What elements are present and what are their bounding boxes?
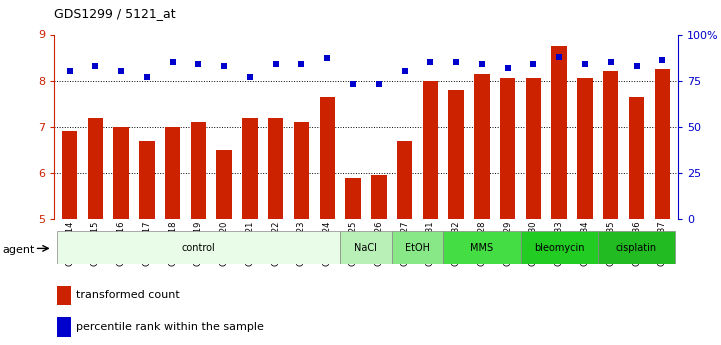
Point [296, 61, 307, 67]
Point [193, 61, 204, 67]
Text: agent: agent [2, 245, 35, 255]
Point [502, 65, 513, 70]
Bar [443, 231, 521, 264]
Text: EtOH: EtOH [405, 243, 430, 253]
Bar [340, 231, 392, 264]
Bar [113, 127, 129, 219]
Point [322, 56, 333, 61]
Point [348, 81, 359, 87]
Bar [448, 90, 464, 219]
Point [476, 61, 487, 67]
Bar [552, 46, 567, 219]
Bar [598, 231, 675, 264]
Point [141, 74, 153, 80]
Bar [397, 141, 412, 219]
Bar [165, 127, 180, 219]
Bar [268, 118, 283, 219]
Point [425, 59, 436, 65]
Text: NaCl: NaCl [355, 243, 377, 253]
Bar [242, 118, 257, 219]
Point [657, 58, 668, 63]
Point [528, 61, 539, 67]
Bar [345, 178, 360, 219]
Bar [87, 118, 103, 219]
Point [89, 63, 101, 69]
Bar [57, 231, 340, 264]
Bar [216, 150, 232, 219]
Text: MMS: MMS [470, 243, 493, 253]
Text: percentile rank within the sample: percentile rank within the sample [76, 322, 264, 332]
Bar [139, 141, 154, 219]
Bar [57, 286, 71, 305]
Point [554, 54, 565, 59]
Bar [57, 317, 71, 337]
Bar [371, 175, 386, 219]
Point [399, 69, 410, 74]
Bar [603, 71, 619, 219]
Point [63, 69, 75, 74]
Point [167, 59, 178, 65]
Text: transformed count: transformed count [76, 290, 180, 300]
Text: GDS1299 / 5121_at: GDS1299 / 5121_at [54, 7, 176, 20]
Bar [521, 231, 598, 264]
Point [244, 74, 256, 80]
Bar [629, 97, 645, 219]
Text: cisplatin: cisplatin [616, 243, 657, 253]
Bar [392, 231, 443, 264]
Bar [655, 69, 670, 219]
Point [115, 69, 127, 74]
Bar [474, 74, 490, 219]
Text: bleomycin: bleomycin [534, 243, 585, 253]
Bar [526, 78, 541, 219]
Bar [190, 122, 206, 219]
Point [451, 59, 462, 65]
Point [605, 59, 616, 65]
Point [218, 63, 230, 69]
Bar [578, 78, 593, 219]
Point [373, 81, 384, 87]
Text: control: control [182, 243, 216, 253]
Bar [423, 81, 438, 219]
Point [579, 61, 590, 67]
Bar [500, 78, 516, 219]
Bar [319, 97, 335, 219]
Point [631, 63, 642, 69]
Bar [62, 131, 77, 219]
Point [270, 61, 281, 67]
Bar [293, 122, 309, 219]
